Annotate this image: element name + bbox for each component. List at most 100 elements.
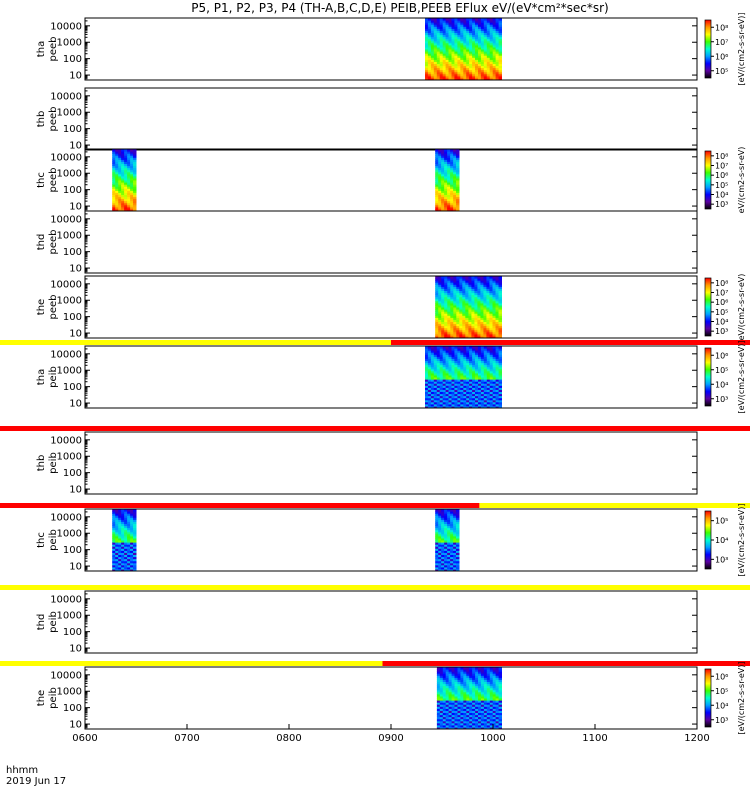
spectrogram-cell: [483, 331, 487, 335]
spectrogram-cell: [475, 57, 479, 60]
spectrogram-cell: [472, 389, 476, 392]
spectrogram-cell: [445, 36, 449, 40]
spectrogram-cell: [475, 395, 479, 399]
spectrogram-cell: [465, 300, 469, 304]
spectrogram-cell: [112, 521, 116, 524]
spectrogram-cell: [115, 151, 119, 154]
spectrogram-cell: [444, 182, 448, 185]
spectrogram-cell: [456, 300, 460, 304]
spectrogram-cell: [483, 22, 488, 25]
spectrogram-cell: [445, 346, 449, 349]
spectrogram-cell: [447, 327, 451, 331]
spectrogram-cell: [436, 36, 441, 40]
spectrogram-cell: [469, 20, 473, 23]
spectrogram-cell: [447, 163, 451, 167]
spectrogram-cell: [453, 568, 457, 572]
spectrogram-cell: [471, 325, 475, 329]
spectrogram-cell: [498, 300, 502, 304]
spectrogram-cell: [427, 364, 432, 368]
spectrogram-cell: [492, 282, 496, 285]
spectrogram-cell: [441, 282, 445, 285]
spectrogram-cell: [480, 702, 485, 705]
spectrogram-cell: [436, 700, 441, 703]
spectrogram-cell: [469, 24, 473, 27]
spectrogram-cell: [450, 317, 454, 320]
spectrogram-cell: [427, 75, 432, 79]
spectrogram-cell: [435, 525, 439, 529]
spectrogram-cell: [495, 350, 499, 353]
spectrogram-cell: [480, 46, 485, 50]
spectrogram-cell: [124, 186, 128, 189]
spectrogram-cell: [489, 333, 493, 337]
spectrogram-cell: [115, 540, 119, 543]
spectrogram-cell: [133, 566, 137, 570]
spectrogram-cell: [430, 20, 435, 23]
spectrogram-cell: [480, 296, 484, 300]
spectrogram-cell: [439, 51, 444, 54]
spectrogram-cell: [486, 377, 491, 380]
spectrogram-cell: [498, 333, 502, 337]
spectrogram-cell: [454, 32, 458, 36]
spectrogram-cell: [442, 393, 447, 397]
spectrogram-cell: [427, 61, 432, 64]
spectrogram-cell: [435, 180, 439, 183]
spectrogram-cell: [112, 206, 116, 210]
spectrogram-cell: [133, 155, 137, 158]
spectrogram-cell: [451, 372, 455, 376]
spectrogram-cell: [436, 720, 441, 724]
spectrogram-cell: [444, 517, 448, 520]
spectrogram-cell: [435, 533, 439, 537]
spectrogram-cell: [453, 562, 457, 566]
spectrogram-cell: [445, 722, 450, 726]
spectrogram-cell: [475, 49, 479, 52]
spectrogram-cell: [450, 204, 454, 208]
spectrogram-cell: [133, 550, 137, 553]
spectrogram-cell: [438, 288, 442, 291]
spectrogram-cell: [454, 720, 458, 724]
spectrogram-cell: [466, 71, 470, 75]
spectrogram-cell: [439, 374, 444, 378]
spectrogram-cell: [441, 511, 445, 514]
spectrogram-cell: [121, 515, 125, 518]
spectrogram-cell: [483, 379, 488, 382]
colorbar-tick-label: 10⁴: [715, 380, 728, 389]
spectrogram-cell: [469, 28, 473, 31]
spectrogram-cell: [124, 204, 128, 208]
spectrogram-cell: [121, 527, 125, 531]
spectrogram-cell: [498, 280, 502, 283]
spectrogram-cell: [453, 204, 457, 208]
spectrogram-cell: [133, 171, 137, 175]
spectrogram-cell: [486, 69, 491, 73]
spectrogram-cell: [112, 149, 116, 152]
spectrogram-cell: [466, 681, 470, 685]
spectrogram-cell: [498, 348, 502, 351]
spectrogram-cell: [441, 186, 445, 189]
spectrogram-cell: [492, 292, 496, 296]
panel-frame: [84, 275, 698, 339]
panel-label-product: peib: [48, 366, 59, 388]
spectrogram-cell: [441, 149, 445, 152]
spectrogram-cell: [115, 159, 119, 162]
spectrogram-cell: [486, 726, 491, 730]
spectrogram-cell: [457, 352, 461, 355]
spectrogram-cell: [439, 38, 444, 42]
spectrogram-cell: [492, 368, 497, 372]
spectrogram-cell: [483, 383, 488, 386]
y-tick-label: 10000: [50, 512, 82, 523]
spectrogram-cell: [463, 354, 467, 357]
spectrogram-cell: [133, 513, 137, 516]
spectrogram-cell: [112, 188, 116, 191]
spectrogram-cell: [472, 354, 476, 357]
spectrogram-cell: [475, 389, 479, 392]
spectrogram-cell: [438, 554, 442, 558]
spectrogram-cell: [127, 169, 131, 173]
spectrogram-cell: [451, 61, 455, 64]
spectrogram-cell: [489, 346, 494, 349]
spectrogram-cell: [130, 180, 134, 183]
spectrogram-cell: [445, 695, 450, 699]
spectrogram-cell: [457, 22, 461, 25]
spectrogram-cell: [436, 710, 441, 713]
spectrogram-cell: [450, 309, 454, 312]
spectrogram-cell: [483, 333, 487, 337]
spectrogram-cell: [441, 300, 445, 304]
